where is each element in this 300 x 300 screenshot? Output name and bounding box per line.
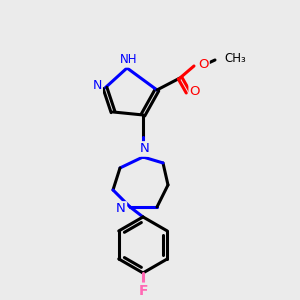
Text: NH: NH xyxy=(120,53,138,67)
Text: O: O xyxy=(190,85,200,98)
Text: N: N xyxy=(140,142,150,155)
Text: N: N xyxy=(116,202,126,215)
Text: N: N xyxy=(92,80,102,92)
Text: F: F xyxy=(138,284,148,298)
Text: CH₃: CH₃ xyxy=(224,52,246,65)
Text: O: O xyxy=(198,58,208,71)
